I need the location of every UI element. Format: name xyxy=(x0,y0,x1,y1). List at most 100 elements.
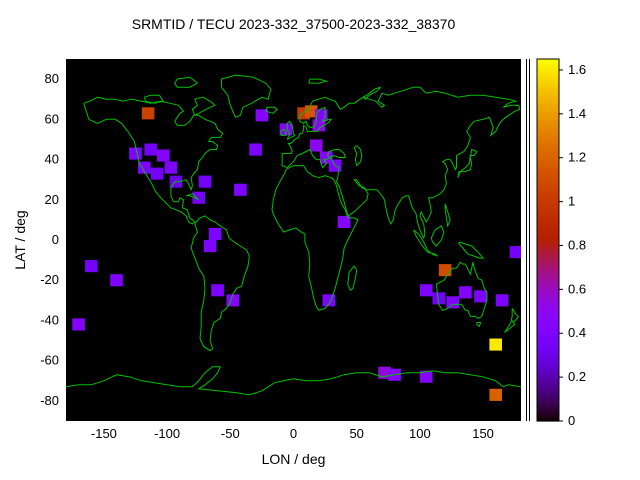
colorbar-tick-label: 1.4 xyxy=(568,106,586,121)
colorbar-segment xyxy=(537,400,559,406)
coastline-baffin xyxy=(191,96,217,116)
tec-cell xyxy=(432,292,446,305)
tec-cell xyxy=(459,286,472,299)
coastline-borneo xyxy=(430,225,445,247)
colorbar-segment xyxy=(537,127,559,132)
colorbar-segment xyxy=(537,272,559,277)
coastline-japan xyxy=(457,148,478,178)
colorbar-segment xyxy=(537,131,559,137)
tec-cell xyxy=(192,191,205,204)
colorbar-segment xyxy=(537,352,559,358)
tec-cell xyxy=(255,109,269,122)
tec-cell xyxy=(495,294,509,307)
colorbar-segment xyxy=(537,103,559,108)
colorbar-segment xyxy=(537,244,559,249)
colorbar-segment xyxy=(537,95,559,100)
colorbar-segment xyxy=(537,143,559,149)
x-tick-label: -150 xyxy=(91,426,117,441)
coastline-black_sea xyxy=(327,149,346,159)
colorbar-segment xyxy=(537,376,559,382)
tec-cell xyxy=(208,227,222,240)
tec-cell xyxy=(419,370,433,383)
coastline-iceland xyxy=(265,106,278,114)
colorbar-segment xyxy=(537,163,559,169)
x-tick-label: 100 xyxy=(409,426,431,441)
coastline-canadian_arctic_west xyxy=(143,94,165,104)
colorbar-segment xyxy=(537,83,559,88)
colorbar-segment xyxy=(537,256,559,261)
colorbar-segment xyxy=(537,416,559,422)
coastline-north_america xyxy=(83,96,224,225)
colorbar-segment xyxy=(537,368,559,374)
colorbar-segment xyxy=(537,312,559,318)
coastline-africa xyxy=(271,165,359,311)
coastline-greenland xyxy=(221,74,272,118)
colorbar-segment xyxy=(537,348,559,354)
colorbar-segment xyxy=(537,336,559,342)
colorbar-segment xyxy=(537,296,559,301)
colorbar-segment xyxy=(537,231,559,237)
colorbar-segment xyxy=(537,304,559,309)
y-tick-label: 40 xyxy=(45,152,59,167)
colorbar-segment xyxy=(537,211,559,217)
tec-cell xyxy=(489,338,502,351)
colorbar-segment xyxy=(537,207,559,213)
colorbar-segment xyxy=(537,340,559,346)
x-tick-label: -100 xyxy=(154,426,180,441)
colorbar-segment xyxy=(537,240,559,245)
colorbar-segment xyxy=(537,227,559,233)
colorbar-segment xyxy=(537,384,559,390)
x-tick-label: 0 xyxy=(290,426,297,441)
colorbar-segment xyxy=(537,300,559,305)
colorbar-segment xyxy=(537,380,559,386)
tec-cell xyxy=(72,318,85,331)
colorbar-segment xyxy=(537,404,559,410)
colorbar-segment xyxy=(537,195,559,201)
colorbar-tick-label: 1.6 xyxy=(568,62,586,77)
coastline-caspian_sea xyxy=(353,145,363,167)
colorbar-segment xyxy=(537,320,559,326)
y-tick-label: 60 xyxy=(45,111,59,126)
tec-cell xyxy=(138,161,151,174)
colorbar-segment xyxy=(537,151,559,157)
colorbar-tick-label: 0 xyxy=(568,413,575,428)
tec-cell xyxy=(157,149,170,162)
tec-cell xyxy=(234,183,247,196)
colorbar-segment xyxy=(537,123,559,128)
tec-cell xyxy=(141,107,155,120)
colorbar-tick-label: 1 xyxy=(568,194,575,209)
colorbar-segment xyxy=(537,284,559,289)
colorbar-segment xyxy=(537,252,559,257)
coastline-new_zealand xyxy=(504,308,520,333)
tec-cell xyxy=(85,260,98,273)
colorbar-segment xyxy=(537,308,559,313)
colorbar-segment xyxy=(537,408,559,414)
colorbar-segment xyxy=(537,91,559,96)
tec-cell xyxy=(304,105,318,118)
tec-cell xyxy=(164,161,178,174)
colorbar-segment xyxy=(537,87,559,92)
coastline-sumatra_java xyxy=(413,229,438,257)
colorbar-segment xyxy=(537,139,559,145)
coastline-south_america xyxy=(190,215,250,352)
colorbar-segment xyxy=(537,119,559,124)
tec-cell xyxy=(211,284,224,297)
colorbar-segment xyxy=(537,171,559,177)
colorbar-segment xyxy=(537,187,559,193)
tec-cell xyxy=(337,215,351,228)
colorbar-segment xyxy=(537,159,559,165)
colorbar-tick-label: 0.2 xyxy=(568,369,586,384)
tec-cell xyxy=(446,296,459,309)
colorbar-segment xyxy=(537,356,559,362)
y-tick-label: -60 xyxy=(40,353,59,368)
coastline-cuba xyxy=(185,193,200,201)
colorbar-segment xyxy=(537,107,559,112)
colorbar-tick-label: 0.8 xyxy=(568,237,586,252)
y-tick-label: 0 xyxy=(52,232,59,247)
tec-cell xyxy=(144,143,157,156)
y-tick-label: -20 xyxy=(40,272,59,287)
colorbar-segment xyxy=(537,99,559,104)
colorbar-segment xyxy=(537,264,559,269)
colorbar-segment xyxy=(537,276,559,281)
colorbar-segment xyxy=(537,175,559,181)
